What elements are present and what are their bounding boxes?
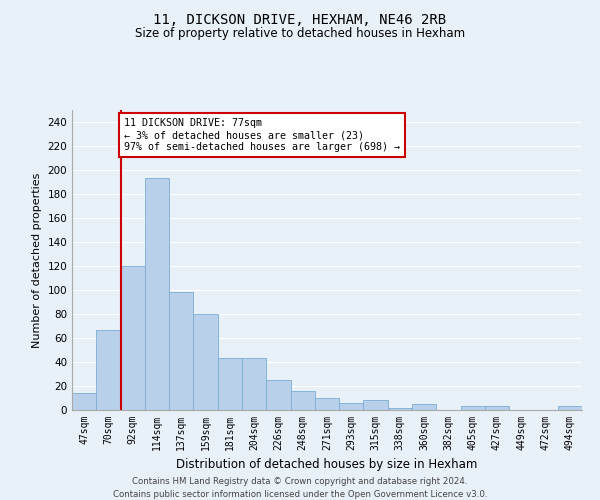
Bar [485, 406, 509, 410]
Bar [339, 403, 364, 410]
Bar [290, 391, 315, 410]
Bar [96, 330, 121, 410]
Bar [72, 393, 96, 410]
Bar [169, 292, 193, 410]
Text: 11 DICKSON DRIVE: 77sqm
← 3% of detached houses are smaller (23)
97% of semi-det: 11 DICKSON DRIVE: 77sqm ← 3% of detached… [124, 118, 400, 152]
Bar [315, 398, 339, 410]
Bar [193, 314, 218, 410]
Bar [218, 358, 242, 410]
Text: Size of property relative to detached houses in Hexham: Size of property relative to detached ho… [135, 28, 465, 40]
Bar [412, 404, 436, 410]
Bar [461, 406, 485, 410]
Text: Contains HM Land Registry data © Crown copyright and database right 2024.: Contains HM Land Registry data © Crown c… [132, 478, 468, 486]
Bar [364, 400, 388, 410]
Text: 11, DICKSON DRIVE, HEXHAM, NE46 2RB: 11, DICKSON DRIVE, HEXHAM, NE46 2RB [154, 12, 446, 26]
Bar [388, 408, 412, 410]
Y-axis label: Number of detached properties: Number of detached properties [32, 172, 42, 348]
X-axis label: Distribution of detached houses by size in Hexham: Distribution of detached houses by size … [176, 458, 478, 471]
Text: Contains public sector information licensed under the Open Government Licence v3: Contains public sector information licen… [113, 490, 487, 499]
Bar [242, 358, 266, 410]
Bar [121, 266, 145, 410]
Bar [558, 406, 582, 410]
Bar [145, 178, 169, 410]
Bar [266, 380, 290, 410]
